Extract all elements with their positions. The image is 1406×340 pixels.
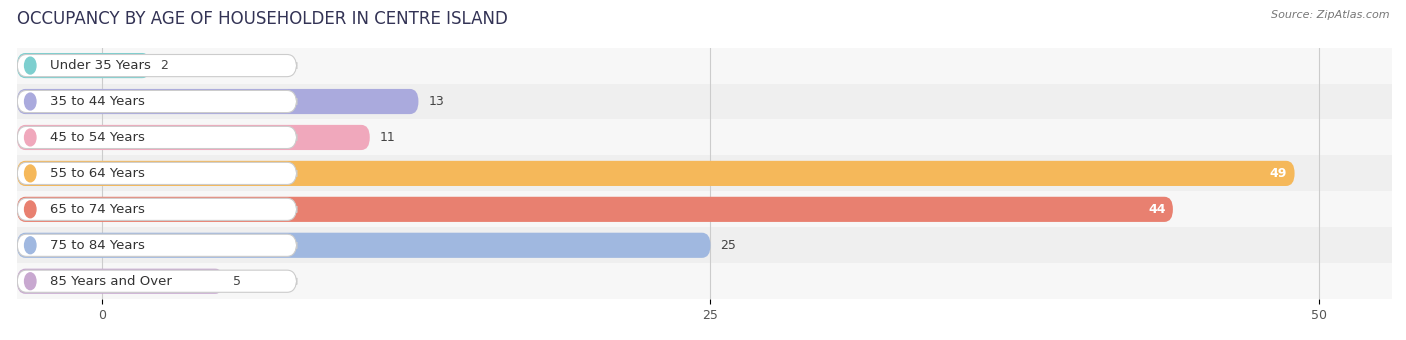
Text: 65 to 74 Years: 65 to 74 Years xyxy=(49,203,145,216)
Text: Source: ZipAtlas.com: Source: ZipAtlas.com xyxy=(1271,10,1389,20)
Circle shape xyxy=(24,93,37,110)
Text: 55 to 64 Years: 55 to 64 Years xyxy=(49,167,145,180)
FancyBboxPatch shape xyxy=(17,53,150,78)
Bar xyxy=(17,263,1392,299)
FancyBboxPatch shape xyxy=(17,125,370,150)
Text: 44: 44 xyxy=(1149,203,1166,216)
Text: 13: 13 xyxy=(429,95,444,108)
FancyBboxPatch shape xyxy=(17,198,297,220)
Circle shape xyxy=(24,57,37,74)
Bar xyxy=(17,84,1392,119)
Text: 5: 5 xyxy=(233,275,242,288)
Text: 49: 49 xyxy=(1270,167,1288,180)
Circle shape xyxy=(24,129,37,146)
FancyBboxPatch shape xyxy=(17,197,1173,222)
FancyBboxPatch shape xyxy=(17,162,297,185)
FancyBboxPatch shape xyxy=(17,233,710,258)
FancyBboxPatch shape xyxy=(17,54,297,76)
FancyBboxPatch shape xyxy=(17,161,1295,186)
Circle shape xyxy=(24,237,37,254)
FancyBboxPatch shape xyxy=(17,90,297,113)
Text: 11: 11 xyxy=(380,131,395,144)
Text: 75 to 84 Years: 75 to 84 Years xyxy=(49,239,145,252)
Text: 35 to 44 Years: 35 to 44 Years xyxy=(49,95,145,108)
FancyBboxPatch shape xyxy=(17,270,297,292)
Bar xyxy=(17,48,1392,84)
Text: 25: 25 xyxy=(720,239,737,252)
Text: OCCUPANCY BY AGE OF HOUSEHOLDER IN CENTRE ISLAND: OCCUPANCY BY AGE OF HOUSEHOLDER IN CENTR… xyxy=(17,10,508,28)
Bar xyxy=(17,155,1392,191)
Text: Under 35 Years: Under 35 Years xyxy=(49,59,150,72)
Circle shape xyxy=(24,273,37,290)
Circle shape xyxy=(24,201,37,218)
Bar xyxy=(17,191,1392,227)
Text: 2: 2 xyxy=(160,59,169,72)
FancyBboxPatch shape xyxy=(17,234,297,256)
Bar xyxy=(17,227,1392,263)
Bar xyxy=(17,119,1392,155)
Circle shape xyxy=(24,165,37,182)
FancyBboxPatch shape xyxy=(17,89,419,114)
Text: 45 to 54 Years: 45 to 54 Years xyxy=(49,131,145,144)
FancyBboxPatch shape xyxy=(17,126,297,149)
Text: 85 Years and Over: 85 Years and Over xyxy=(49,275,172,288)
FancyBboxPatch shape xyxy=(17,269,224,294)
